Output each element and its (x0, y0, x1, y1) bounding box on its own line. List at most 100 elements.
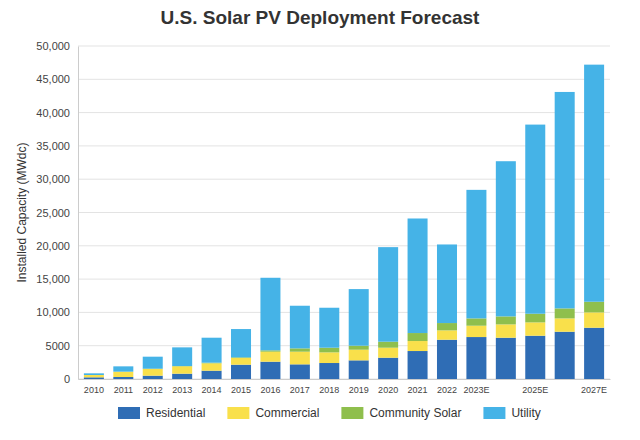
bar (466, 326, 486, 337)
legend-item: Community Solar (341, 406, 461, 420)
bar (290, 306, 310, 349)
bar (437, 244, 457, 323)
bar (378, 358, 398, 379)
bar (349, 350, 369, 361)
bar (555, 332, 575, 379)
bar (555, 318, 575, 331)
bar (172, 366, 192, 373)
tick: 2022 (437, 379, 457, 395)
bar (231, 365, 251, 379)
bar (172, 374, 192, 379)
bar (437, 323, 457, 330)
bar (496, 324, 516, 337)
bar (408, 341, 428, 351)
tick-label: 2017 (290, 385, 310, 395)
y-axis-title: Installed Capacity (MWdc) (15, 142, 29, 282)
bar (437, 330, 457, 339)
tick-label: 2013 (172, 385, 192, 395)
grid-line (78, 46, 610, 47)
bar (143, 357, 163, 369)
bar (378, 247, 398, 342)
bar (319, 363, 339, 379)
bar (496, 316, 516, 324)
tick-label: 2025E (522, 385, 548, 395)
bar (84, 375, 104, 377)
tick: 2018 (319, 379, 339, 395)
tick: 2015 (231, 379, 251, 395)
grid (78, 46, 610, 379)
tick: 30,000 (36, 173, 78, 185)
bar (290, 348, 310, 351)
tick: 2019 (349, 379, 369, 395)
tick: 40,000 (36, 107, 78, 119)
bar (584, 65, 604, 302)
bar (466, 337, 486, 379)
legend-swatch (483, 407, 505, 419)
tick-label: 2010 (84, 385, 104, 395)
bar (202, 371, 222, 379)
bar (349, 360, 369, 379)
bar (172, 347, 192, 366)
tick-label: 45,000 (36, 73, 70, 85)
legend-swatch (227, 407, 249, 419)
tick: 10,000 (36, 306, 78, 318)
bar (143, 369, 163, 376)
tick-label: 35,000 (36, 140, 70, 152)
tick: 2020 (378, 379, 398, 395)
bar (84, 373, 104, 375)
tick: 50,000 (36, 40, 78, 52)
bar (231, 329, 251, 357)
legend-swatch (341, 407, 363, 419)
bar (408, 218, 428, 333)
y-axis: 0500010,00015,00020,00025,00030,00035,00… (36, 40, 78, 385)
tick-label: 20,000 (36, 240, 70, 252)
bar (260, 278, 280, 351)
tick-label: 2023E (463, 385, 489, 395)
tick-label: 0 (64, 373, 70, 385)
bar (378, 342, 398, 348)
bar (202, 363, 222, 370)
legend: Residential Commercial Community Solar Util… (118, 406, 541, 420)
bar (113, 377, 133, 379)
tick: 45,000 (36, 73, 78, 85)
bar (84, 377, 104, 379)
chart: U.S. Solar PV Deployment Forecast0500010… (0, 0, 640, 440)
tick-label: 2014 (202, 385, 222, 395)
bar (496, 338, 516, 379)
bar (231, 358, 251, 365)
tick: 2016 (260, 379, 280, 395)
axis-line (78, 47, 79, 380)
bar (260, 352, 280, 362)
tick: 2011 (114, 379, 133, 395)
tick-label: 2015 (231, 385, 251, 395)
tick-label: 2019 (349, 385, 369, 395)
legend-label: Residential (146, 406, 205, 420)
tick-label: 5000 (46, 340, 70, 352)
tick-label: 2020 (378, 385, 398, 395)
tick: 35,000 (36, 140, 78, 152)
grid-line (78, 79, 610, 80)
tick-label: 50,000 (36, 40, 70, 52)
bar (319, 308, 339, 348)
tick: 2021 (408, 379, 428, 395)
legend-label: Commercial (255, 406, 319, 420)
tick-label: 40,000 (36, 107, 70, 119)
tick-label: 2012 (143, 385, 163, 395)
legend-item: Commercial (227, 406, 319, 420)
tick: 2017 (290, 379, 310, 395)
bars (84, 65, 604, 379)
tick: 2010 (84, 379, 104, 395)
tick: 2012 (143, 379, 163, 395)
tick: 2027E (581, 379, 607, 395)
tick-label: 15,000 (36, 273, 70, 285)
tick-label: 2021 (408, 385, 428, 395)
series (84, 65, 604, 375)
legend-label: Utility (511, 406, 540, 420)
tick: 5000 (46, 340, 78, 352)
bar (555, 308, 575, 318)
bar (525, 314, 545, 323)
grid-line (78, 112, 610, 113)
bar (319, 352, 339, 363)
bar (349, 346, 369, 350)
bar (349, 289, 369, 346)
